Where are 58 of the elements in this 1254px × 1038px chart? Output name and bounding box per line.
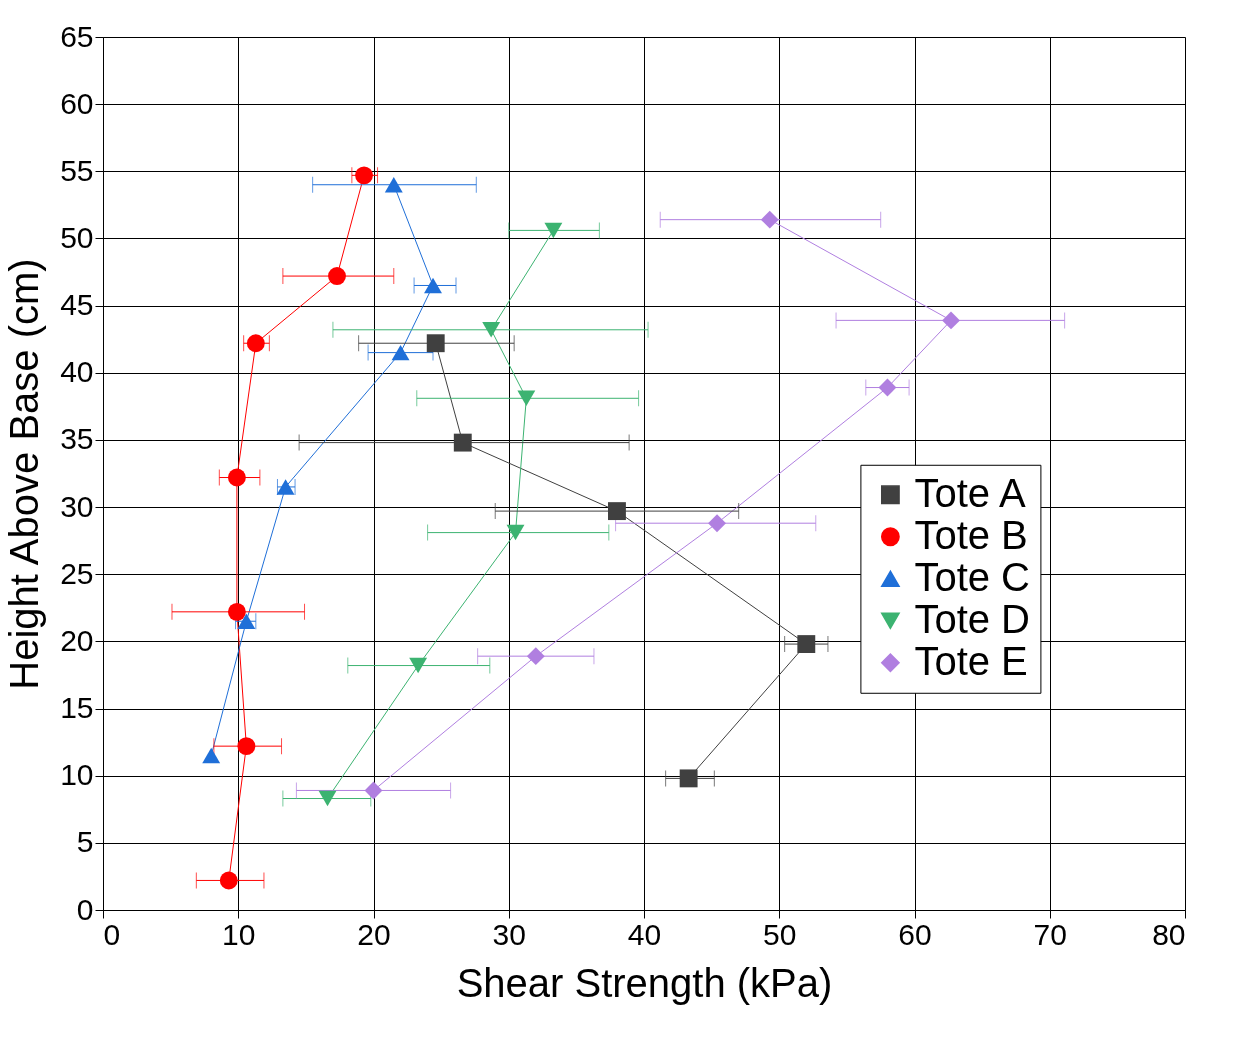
point [506, 524, 525, 541]
point [227, 468, 246, 487]
y-tick-label: 10 [60, 758, 94, 792]
point [760, 210, 779, 229]
x-tick-label: 50 [763, 917, 797, 951]
point [318, 790, 337, 807]
point [482, 322, 501, 338]
y-tick-label: 45 [60, 288, 94, 322]
point [391, 344, 410, 361]
y-tick-label: 25 [60, 556, 94, 590]
y-tick-label: 55 [60, 153, 94, 187]
x-tick-label: 80 [1152, 917, 1186, 951]
point [426, 334, 445, 353]
legend-label: Tote B [914, 512, 1028, 557]
x-tick-label: 40 [627, 917, 662, 951]
point [797, 635, 816, 654]
x-tick-label: 20 [357, 917, 391, 951]
point [246, 334, 265, 353]
legend-label: Tote D [914, 596, 1031, 641]
point [364, 781, 383, 800]
y-tick-label: 50 [60, 220, 94, 254]
legend-label: Tote C [914, 554, 1031, 599]
x-tick-label: 30 [492, 917, 526, 951]
y-tick-label: 0 [76, 892, 94, 926]
point [227, 602, 246, 621]
y-tick-label: 65 [60, 19, 94, 53]
point [679, 769, 698, 788]
y-axis-title: Height Above Base (cm) [2, 258, 47, 690]
point [409, 657, 428, 674]
point [219, 871, 238, 890]
point [608, 502, 626, 521]
point [878, 378, 897, 397]
point [526, 647, 545, 666]
y-tick-label: 5 [76, 825, 94, 859]
x-tick-label: 60 [898, 917, 932, 951]
y-tick-label: 35 [60, 422, 94, 456]
point [544, 222, 563, 239]
legend-label: Tote E [914, 638, 1028, 683]
point [517, 390, 536, 407]
y-tick-label: 40 [60, 355, 94, 389]
point [355, 166, 373, 185]
point [202, 747, 221, 764]
y-tick-label: 20 [60, 623, 94, 657]
x-tick-label: 0 [103, 917, 121, 951]
point [708, 514, 726, 533]
legend-label: Tote A [914, 470, 1026, 515]
point [384, 176, 403, 193]
x-tick-label: 10 [222, 917, 256, 951]
y-tick-label: 60 [60, 86, 94, 120]
point [942, 311, 960, 330]
point [237, 737, 256, 756]
point [424, 277, 442, 294]
x-axis-title: Shear Strength (kPa) [456, 960, 833, 1005]
y-tick-label: 15 [60, 691, 94, 725]
point [453, 433, 472, 452]
y-tick-label: 30 [60, 489, 94, 523]
x-tick-label: 70 [1033, 917, 1067, 951]
point [328, 267, 346, 285]
